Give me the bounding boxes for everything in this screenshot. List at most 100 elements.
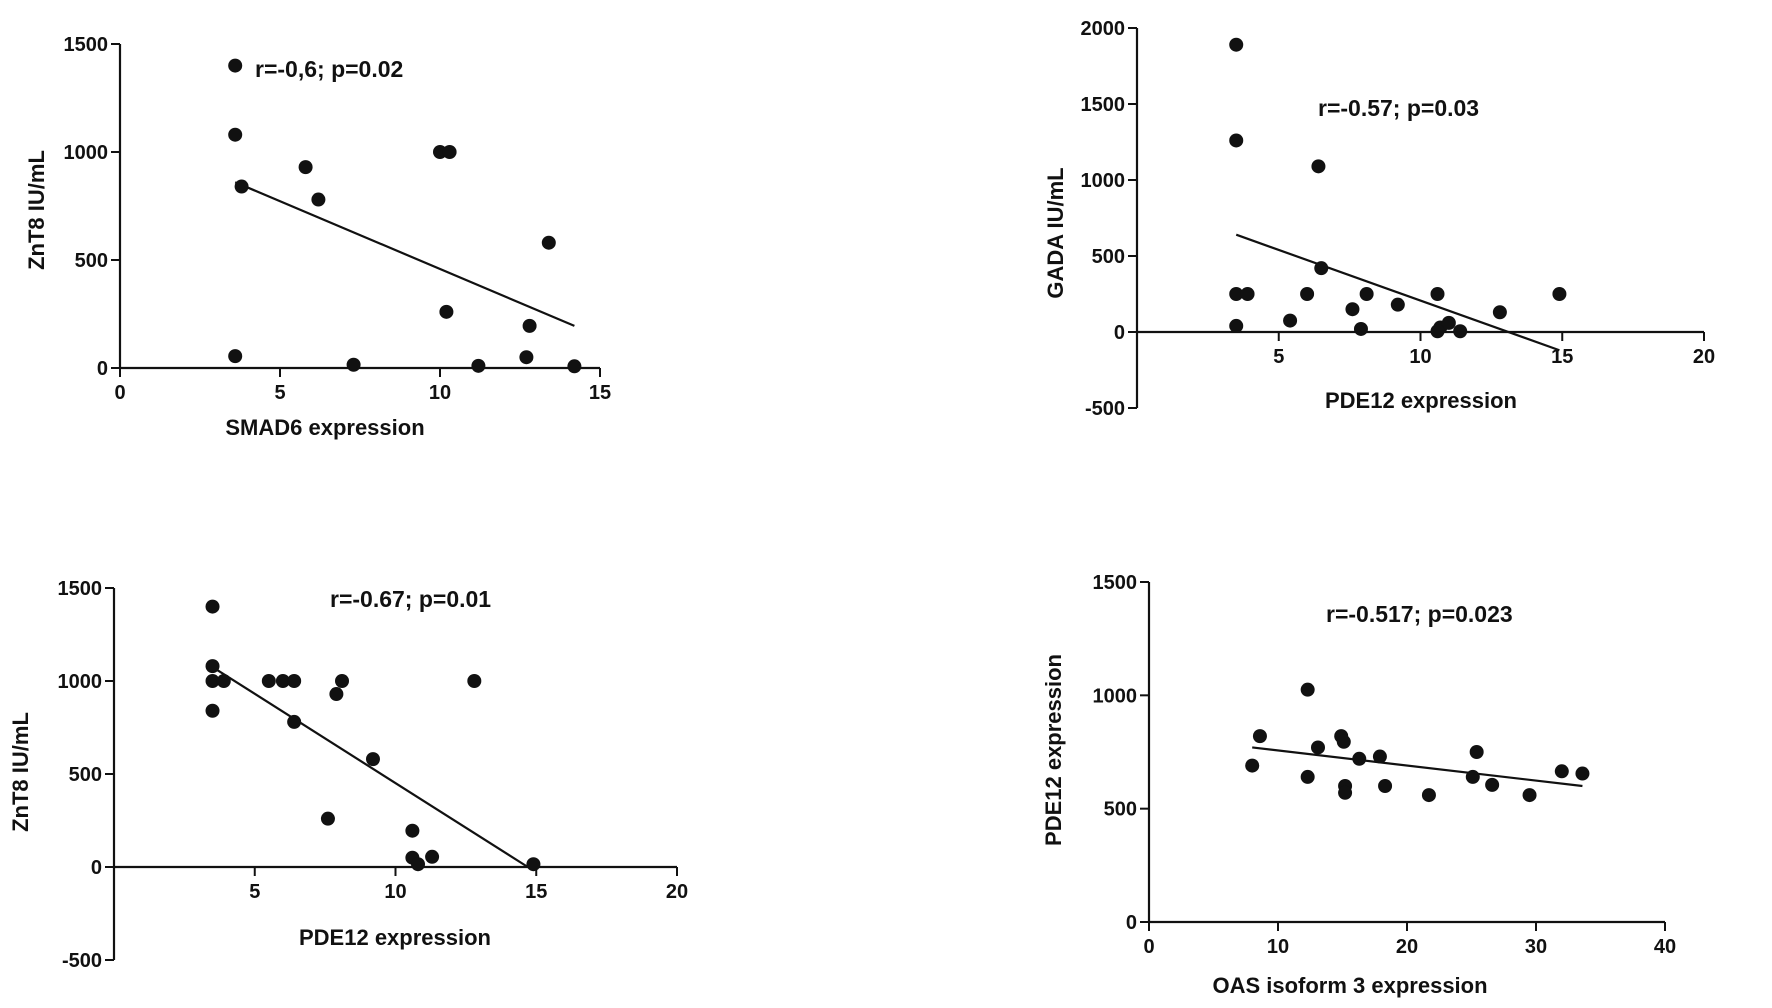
data-point [1441, 315, 1456, 330]
data-point [329, 687, 344, 702]
data-point [234, 179, 249, 194]
data-point [1352, 751, 1367, 766]
data-point [1314, 261, 1329, 276]
data-point [1300, 287, 1315, 301]
x-tick-label: 15 [525, 881, 547, 903]
data-point [1465, 769, 1480, 784]
x-tick-label: 0 [114, 382, 125, 404]
data-point [1229, 318, 1244, 333]
data-point [439, 304, 454, 319]
data-point [1359, 287, 1374, 301]
x-tick-label: 20 [666, 881, 688, 903]
data-point [471, 358, 486, 373]
data-point [365, 752, 380, 767]
y-tick-label: -500 [62, 950, 102, 972]
regression-line [1235, 233, 1560, 352]
y-tick-label: 500 [1092, 246, 1125, 268]
data-point [298, 160, 313, 175]
data-point [1283, 313, 1298, 328]
y-axis-label: ZnT8 IU/mL [24, 150, 49, 270]
data-point [346, 357, 361, 372]
y-tick-label: 2000 [1081, 18, 1126, 40]
x-tick-label: 10 [384, 881, 406, 903]
y-axis-label: GADA IU/mL [1043, 167, 1068, 298]
y-tick-label: 1500 [1081, 94, 1126, 116]
data-point [1229, 37, 1244, 52]
data-point [228, 58, 243, 73]
data-point [1372, 749, 1387, 764]
data-point [467, 674, 482, 688]
data-point [1575, 766, 1590, 781]
data-point [216, 674, 231, 688]
y-tick-label: 500 [1104, 799, 1137, 821]
data-point [1378, 779, 1393, 793]
data-point [311, 192, 326, 207]
panel-pde12-znt8: r=-0.67; p=0.01 PDE12 expression ZnT8 IU… [8, 578, 688, 972]
x-tick-label: 5 [249, 881, 260, 903]
x-tick-label: 10 [429, 382, 451, 404]
data-point [228, 127, 243, 142]
regression-line [234, 181, 575, 327]
data-point [411, 857, 426, 872]
data-point [1311, 159, 1326, 174]
y-tick-label: 1500 [64, 34, 109, 56]
data-point [1229, 133, 1244, 148]
data-point [1336, 734, 1351, 749]
x-tick-label: 0 [1143, 936, 1154, 958]
y-tick-label: 500 [69, 764, 102, 786]
panel-smad6-znt8: r=-0,6; p=0.02 SMAD6 expression ZnT8 IU/… [24, 34, 611, 440]
data-point [1240, 287, 1255, 301]
y-tick-label: 1000 [64, 142, 109, 164]
x-tick-label: 10 [1409, 346, 1431, 368]
x-tick-label: 20 [1396, 936, 1418, 958]
y-tick-label: 0 [91, 857, 102, 879]
data-point [1522, 788, 1537, 803]
data-point [335, 674, 350, 688]
y-tick-label: -500 [1085, 398, 1125, 420]
data-point [1245, 758, 1260, 773]
regression-line [211, 666, 529, 868]
y-tick-label: 1000 [58, 671, 103, 693]
data-point [522, 318, 537, 333]
y-tick-label: 0 [1114, 322, 1125, 344]
data-point [1300, 769, 1315, 784]
data-point [228, 349, 243, 364]
x-tick-label: 30 [1525, 936, 1547, 958]
data-point [1300, 682, 1315, 697]
data-point [1390, 297, 1405, 312]
y-tick-label: 1500 [58, 578, 103, 600]
data-point [442, 145, 457, 159]
data-point [1310, 740, 1325, 755]
data-point [1345, 302, 1360, 317]
data-point [519, 350, 534, 365]
data-point [1252, 729, 1267, 744]
x-tick-label: 5 [1273, 346, 1284, 368]
panel-pde12-gada: r=-0.57; p=0.03 PDE12 expression GADA IU… [1043, 18, 1715, 420]
x-tick-label: 5 [274, 382, 285, 404]
y-tick-label: 0 [1126, 912, 1137, 934]
x-tick-label: 20 [1693, 346, 1715, 368]
data-point [320, 811, 335, 826]
panel-oas3-pde12: r=-0.517; p=0.023 OAS isoform 3 expressi… [1041, 572, 1676, 998]
data-point [1430, 324, 1445, 339]
data-point [1430, 287, 1445, 301]
data-point [1469, 745, 1484, 759]
y-tick-label: 1500 [1093, 572, 1138, 594]
y-tick-label: 0 [97, 358, 108, 380]
x-axis-label: SMAD6 expression [225, 415, 424, 440]
y-tick-label: 1000 [1081, 170, 1126, 192]
x-tick-label: 10 [1267, 936, 1289, 958]
data-point [1552, 287, 1567, 301]
data-point [1554, 764, 1569, 779]
data-point [405, 823, 420, 838]
data-point [1492, 305, 1507, 320]
data-point [433, 145, 447, 159]
correlation-annotation: r=-0.517; p=0.023 [1326, 601, 1513, 627]
x-axis-label: PDE12 expression [299, 925, 491, 950]
data-point [1229, 287, 1244, 301]
correlation-annotation: r=-0.67; p=0.01 [330, 586, 491, 612]
correlation-annotation: r=-0,6; p=0.02 [255, 56, 403, 82]
x-tick-label: 40 [1654, 936, 1676, 958]
